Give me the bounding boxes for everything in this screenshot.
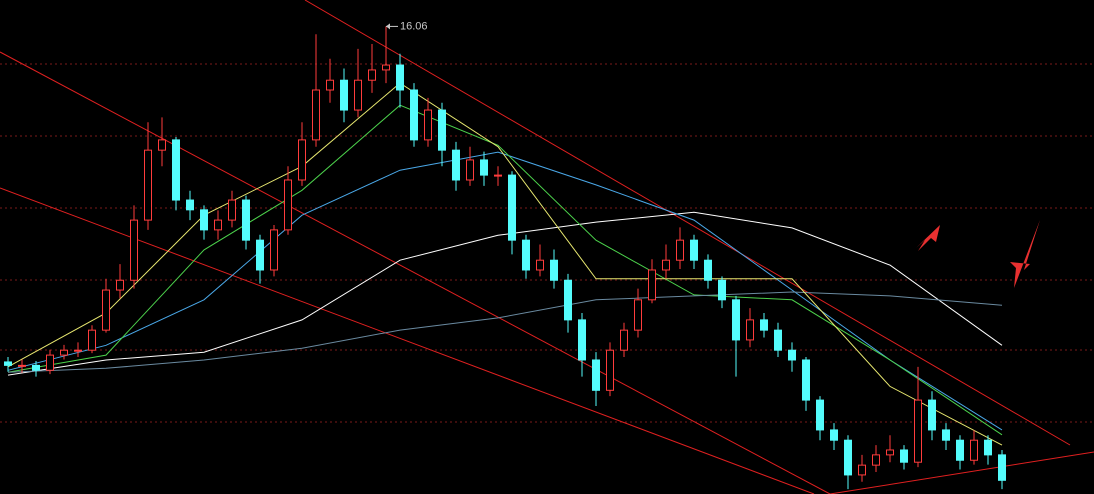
candle-body <box>284 179 292 231</box>
candle-body <box>984 439 992 456</box>
candle-body <box>872 454 880 466</box>
trend-line <box>0 187 815 494</box>
candle-body <box>914 399 922 463</box>
candle-body <box>88 329 96 351</box>
candle-body <box>746 319 754 341</box>
candle-body <box>144 149 152 221</box>
candle-body <box>396 64 404 91</box>
candle-body <box>900 449 908 463</box>
moving-average-line <box>7 291 1003 373</box>
indicator-lines <box>7 82 1003 446</box>
candle-body <box>74 349 82 352</box>
candle-body <box>648 269 656 301</box>
candle-body <box>718 279 726 301</box>
candle-body <box>60 349 68 356</box>
candle-body <box>732 299 740 341</box>
candle-body <box>592 359 600 391</box>
candle-body <box>298 139 306 181</box>
moving-average-line <box>7 211 1003 376</box>
candle-body <box>788 349 796 361</box>
candle-body <box>242 199 250 241</box>
candle-body <box>550 259 558 281</box>
candle-body <box>494 174 502 177</box>
max-annotation: 16.06 <box>386 20 428 32</box>
candle-body <box>760 319 768 331</box>
candle-body <box>606 349 614 391</box>
candle-body <box>46 354 54 371</box>
candle-body <box>536 259 544 271</box>
candle-body <box>228 199 236 221</box>
candle-body <box>32 364 40 371</box>
candle-body <box>102 289 110 331</box>
candle-body <box>662 259 670 271</box>
candle-body <box>704 259 712 281</box>
candle-body <box>410 89 418 141</box>
candle-body <box>578 319 586 361</box>
arrow <box>916 225 940 251</box>
candles <box>4 26 1006 490</box>
candle-body <box>18 364 26 367</box>
candle-body <box>998 454 1006 481</box>
moving-average-line <box>7 82 1003 446</box>
candle-body <box>200 209 208 231</box>
candle-body <box>480 159 488 176</box>
candle-body <box>256 239 264 271</box>
candle-body <box>774 329 782 351</box>
candle-body <box>340 79 348 111</box>
candle-body <box>508 174 516 241</box>
candle-body <box>4 361 12 366</box>
candle-body <box>858 464 866 476</box>
candle-body <box>690 239 698 261</box>
candle-body <box>186 199 194 211</box>
candle-body <box>522 239 530 271</box>
candle-body <box>816 399 824 431</box>
candle-body <box>326 79 334 91</box>
candle-body <box>620 329 628 351</box>
candle-body <box>466 159 474 181</box>
candle-body <box>970 439 978 461</box>
candle-body <box>130 219 138 281</box>
max-label: 16.06 <box>400 20 428 32</box>
moving-average-line <box>7 151 1003 431</box>
candle-body <box>956 439 964 461</box>
candle-body <box>368 69 376 81</box>
candle-body <box>354 79 362 111</box>
candle-body <box>382 64 390 71</box>
candle-body <box>312 89 320 141</box>
candle-body <box>424 109 432 141</box>
grid <box>0 63 1094 423</box>
candle-body <box>172 139 180 201</box>
candle-body <box>452 149 460 181</box>
max-pointer-head <box>386 23 390 30</box>
annotation-arrows <box>916 220 1040 288</box>
candle-body <box>438 109 446 151</box>
candle-body <box>928 399 936 431</box>
trend-line <box>829 451 1094 494</box>
candle-body <box>942 429 950 441</box>
candle-body <box>676 239 684 261</box>
candle-body <box>116 279 124 291</box>
candle-body <box>830 429 838 441</box>
trend-line <box>304 0 1071 446</box>
moving-average-line <box>7 104 1003 436</box>
candle-body <box>844 439 852 476</box>
candle-body <box>214 219 222 231</box>
arrow <box>1010 220 1040 288</box>
candle-body <box>634 299 642 331</box>
candle-body <box>158 139 166 151</box>
candle-body <box>802 359 810 401</box>
candle-body <box>564 279 572 321</box>
candle-body <box>886 449 894 456</box>
trend-line <box>0 51 831 494</box>
candle-body <box>270 229 278 271</box>
